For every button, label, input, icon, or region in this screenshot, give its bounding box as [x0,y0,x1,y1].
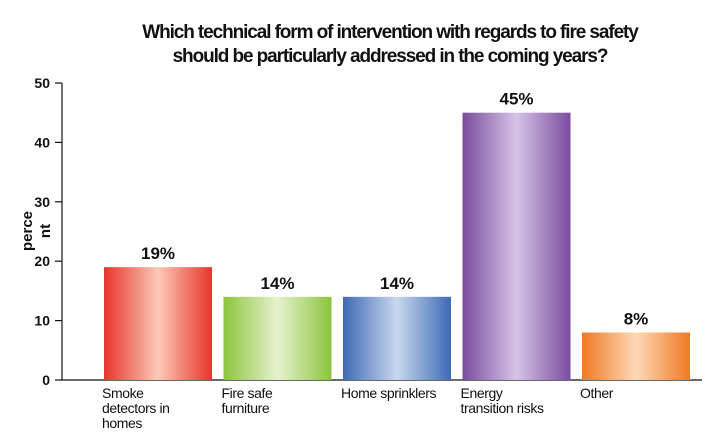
category-label: Other [580,385,614,401]
chart-title-line-2: should be particularly addressed in the … [173,46,608,67]
chart-title-line-1: Which technical form of intervention wit… [142,22,639,43]
category-label-line: Other [580,385,614,401]
category-label-line: homes [102,415,142,431]
category-label: Energy transition risks [461,385,544,416]
category-label-line: Fire safe [222,385,273,401]
category-label-line: detectors in [102,400,170,416]
bar [462,112,571,380]
bar [343,296,451,380]
category-label-line: Energy [461,385,503,401]
data-label: 45% [499,90,533,109]
category-label: Fire safe furniture [222,385,273,416]
category-label-line: Smoke [102,385,144,401]
category-label: Smoke detectors in homes [102,385,170,431]
bar [582,332,690,380]
category-label: Home sprinklers [341,385,437,401]
data-label: 19% [141,244,175,263]
category-label-line: furniture [222,400,270,416]
bar [104,267,212,380]
data-label: 8% [624,309,649,328]
bar [223,296,332,380]
y-tick-label: 40 [34,134,50,150]
data-label: 14% [260,274,294,293]
category-label-line: transition risks [461,400,544,416]
y-tick-label: 0 [42,372,50,388]
y-axis-label-line-1: perce [19,211,36,251]
y-tick-label: 10 [34,313,50,329]
y-tick-label: 50 [34,75,50,91]
category-label-line: Home sprinklers [341,385,437,401]
y-tick-label: 20 [34,253,50,269]
y-tick-label: 30 [34,194,50,210]
y-axis-label-line-2: nt [37,224,54,238]
data-label: 14% [380,274,414,293]
